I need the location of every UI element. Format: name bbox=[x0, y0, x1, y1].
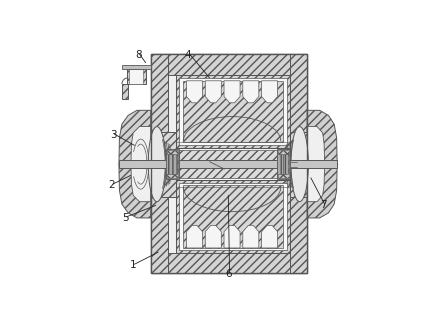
Bar bbox=[167, 149, 179, 179]
Polygon shape bbox=[179, 78, 287, 145]
Polygon shape bbox=[205, 226, 222, 248]
Polygon shape bbox=[290, 54, 307, 273]
Polygon shape bbox=[243, 81, 259, 103]
Polygon shape bbox=[131, 127, 151, 202]
Text: 5: 5 bbox=[122, 213, 129, 223]
Polygon shape bbox=[183, 81, 284, 142]
Polygon shape bbox=[187, 226, 202, 248]
Polygon shape bbox=[151, 253, 307, 273]
Text: 8: 8 bbox=[135, 50, 141, 60]
Text: 7: 7 bbox=[320, 201, 326, 210]
Polygon shape bbox=[261, 226, 278, 248]
Polygon shape bbox=[307, 110, 337, 218]
Polygon shape bbox=[176, 180, 290, 253]
Text: 2: 2 bbox=[108, 180, 115, 190]
Polygon shape bbox=[183, 185, 284, 248]
Ellipse shape bbox=[291, 127, 308, 202]
Polygon shape bbox=[122, 84, 128, 99]
Bar bbox=[151, 54, 307, 273]
Text: 1: 1 bbox=[130, 260, 136, 270]
Polygon shape bbox=[176, 148, 290, 180]
Bar bbox=[167, 150, 178, 178]
Polygon shape bbox=[119, 110, 151, 218]
Bar bbox=[278, 150, 288, 178]
Bar bbox=[167, 154, 172, 174]
Text: 4: 4 bbox=[185, 50, 191, 60]
Ellipse shape bbox=[148, 127, 166, 202]
Polygon shape bbox=[224, 81, 240, 103]
Text: 3: 3 bbox=[110, 130, 117, 140]
Bar bbox=[277, 154, 283, 174]
Polygon shape bbox=[261, 81, 278, 103]
Bar bbox=[119, 160, 337, 168]
Bar bbox=[172, 154, 178, 174]
Bar bbox=[151, 54, 307, 273]
Polygon shape bbox=[224, 226, 240, 248]
Polygon shape bbox=[205, 81, 222, 103]
Polygon shape bbox=[122, 65, 151, 69]
Polygon shape bbox=[151, 54, 168, 273]
Polygon shape bbox=[151, 54, 307, 75]
Polygon shape bbox=[290, 132, 307, 197]
Polygon shape bbox=[307, 127, 325, 202]
Polygon shape bbox=[127, 68, 146, 84]
Polygon shape bbox=[176, 75, 290, 148]
Polygon shape bbox=[187, 81, 202, 103]
Polygon shape bbox=[179, 150, 287, 178]
Bar bbox=[277, 149, 290, 179]
Polygon shape bbox=[151, 132, 176, 197]
Polygon shape bbox=[179, 183, 287, 251]
Text: 6: 6 bbox=[225, 269, 232, 279]
Polygon shape bbox=[129, 69, 143, 84]
Polygon shape bbox=[243, 226, 259, 248]
Bar bbox=[283, 154, 288, 174]
